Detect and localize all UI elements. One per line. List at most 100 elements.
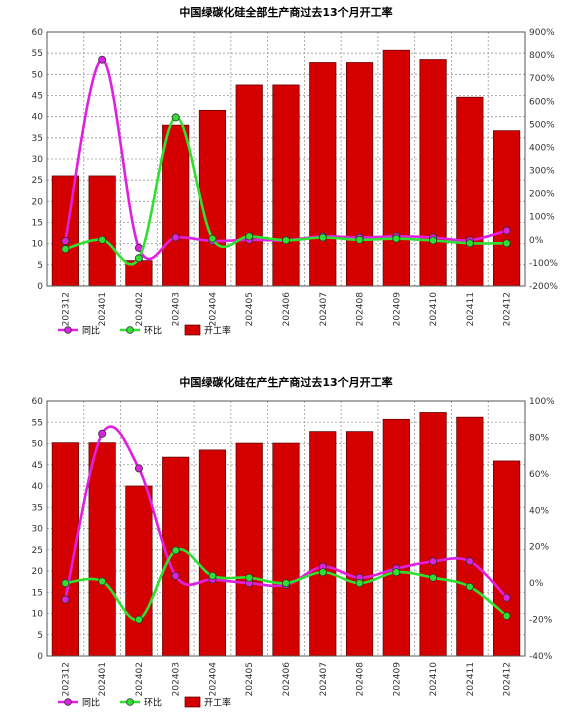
y2-tick-label: 300%: [529, 167, 555, 177]
data-point: [465, 239, 474, 248]
bar: [382, 418, 410, 657]
y-tick-label: 60: [32, 28, 44, 38]
x-tick-label: 202409: [392, 292, 402, 327]
x-tick-label: 202412: [503, 662, 513, 696]
y2-tick-label: 100%: [529, 397, 555, 407]
x-tick-label: 202403: [172, 662, 182, 696]
data-point: [61, 245, 70, 254]
bar: [345, 62, 374, 287]
y-tick-label: 55: [32, 418, 43, 428]
data-point: [281, 236, 290, 245]
legend-marker-icon: [64, 326, 72, 334]
x-tick-label: 202404: [208, 292, 218, 327]
y-tick-label: 40: [32, 482, 44, 492]
legend-bar-icon: [184, 696, 201, 708]
data-point: [134, 615, 143, 624]
legend: 同比 环比 开工率: [58, 697, 231, 709]
y2-tick-label: 400%: [529, 143, 555, 153]
data-point: [392, 568, 401, 577]
data-point: [98, 577, 107, 586]
x-tick-label: 202405: [245, 662, 255, 696]
y2-tick-label: 20%: [529, 543, 549, 553]
y2-tick-label: 60%: [529, 470, 549, 480]
legend-label: 同比: [82, 697, 100, 709]
bar: [51, 175, 79, 287]
data-point: [134, 464, 143, 473]
bar: [309, 431, 337, 657]
y-tick-label: 45: [32, 461, 43, 471]
y-tick-label: 30: [32, 155, 44, 165]
data-point: [61, 595, 70, 604]
series-line-同比: [64, 58, 507, 261]
legend-label: 同比: [82, 325, 100, 337]
x-tick-label: 202401: [98, 292, 108, 326]
bar: [235, 442, 263, 657]
data-point: [502, 611, 511, 620]
x-tick-label: 202405: [245, 292, 255, 326]
bar: [88, 175, 116, 287]
plot-frame: [46, 31, 526, 287]
y-tick-label: 60: [32, 397, 44, 407]
legend-label: 开工率: [204, 325, 231, 337]
y2-tick-label: 100%: [529, 213, 555, 223]
y-tick-label: 5: [37, 631, 43, 641]
x-tick-label: 202411: [466, 292, 476, 326]
y2-tick-label: 700%: [529, 74, 555, 84]
y2-tick-label: 800%: [529, 51, 555, 61]
x-tick-label: 202406: [282, 292, 292, 327]
data-point: [355, 579, 364, 588]
bar: [382, 49, 410, 287]
data-point: [429, 557, 438, 566]
data-point: [98, 235, 107, 244]
y-tick-label: 50: [32, 440, 44, 450]
bar: [493, 460, 521, 657]
x-tick-label: 202401: [98, 662, 108, 696]
data-point: [392, 234, 401, 243]
y-tick-label: 45: [32, 92, 43, 102]
data-point: [502, 226, 511, 235]
bar: [419, 59, 447, 287]
y-tick-label: 35: [32, 134, 43, 144]
y-tick-label: 20: [32, 567, 44, 577]
x-tick-label: 202312: [61, 662, 71, 696]
data-point: [98, 55, 107, 64]
chart-title: 中国绿碳化硅在产生产商过去13个月开工率: [179, 375, 392, 389]
bar: [419, 412, 447, 657]
y-tick-label: 50: [32, 70, 44, 80]
y-tick-label: 0: [37, 652, 43, 662]
data-point: [208, 234, 217, 243]
data-point: [502, 593, 511, 602]
data-point: [355, 235, 364, 244]
y2-tick-label: 80%: [529, 433, 549, 443]
y2-tick-label: 40%: [529, 506, 549, 516]
y2-tick-label: 0%: [529, 236, 544, 246]
bar: [493, 130, 521, 287]
bar: [309, 62, 337, 287]
y-tick-label: 5: [37, 261, 43, 271]
y-tick-label: 40: [32, 113, 44, 123]
chart-1: 中国绿碳化硅全部生产商过去13个月开工率 0 5 10 15 20 25 30 35 40 45 50…: [32, 5, 559, 337]
legend-label: 环比: [144, 697, 162, 709]
bar: [88, 442, 116, 657]
x-tick-label: 202411: [466, 662, 476, 696]
data-point: [465, 557, 474, 566]
x-tick-label: 202402: [135, 292, 145, 326]
x-tick-label: 202402: [135, 662, 145, 696]
y2-tick-label: -200%: [529, 282, 558, 292]
y-tick-label: 10: [32, 610, 44, 620]
y-tick-label: 35: [32, 503, 43, 513]
y2-tick-label: 200%: [529, 190, 555, 200]
legend: 同比 环比 开工率: [58, 325, 231, 337]
data-point: [171, 113, 180, 122]
y-tick-label: 20: [32, 197, 44, 207]
data-point: [429, 573, 438, 582]
data-point: [429, 236, 438, 245]
legend-marker-icon: [126, 698, 134, 706]
y-tick-label: 55: [32, 49, 43, 59]
y2-tick-label: 600%: [529, 97, 555, 107]
data-point: [208, 571, 217, 580]
chart-2: 中国绿碳化硅在产生产商过去13个月开工率 0 5 10 15 20 25 30 35 40 45 50…: [32, 375, 556, 709]
chart-title: 中国绿碳化硅全部生产商过去13个月开工率: [179, 5, 392, 19]
x-tick-label: 202403: [172, 292, 182, 326]
